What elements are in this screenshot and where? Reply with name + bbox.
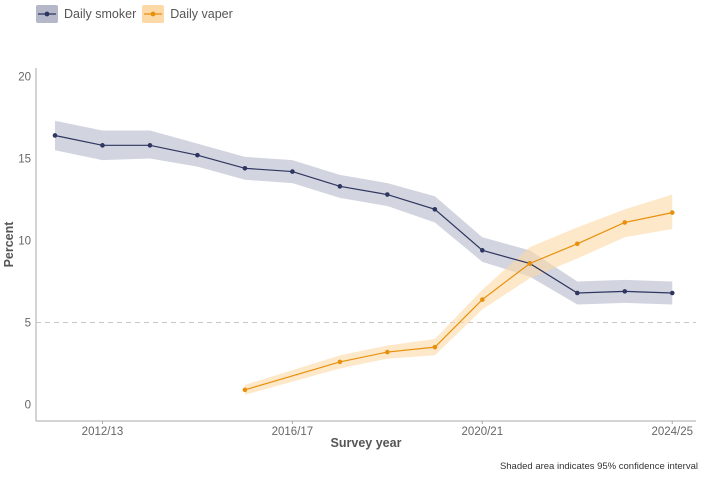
daily-vaper-point-8 [385, 349, 390, 355]
daily-smoker-point-9 [432, 207, 438, 212]
daily-vaper-point-7 [337, 359, 343, 365]
chart-caption: Shaded area indicates 95% confidence int… [499, 461, 698, 472]
daily-smoker-point-5 [242, 166, 248, 171]
x-tick-label-2012-13: 2012/13 [82, 426, 124, 438]
daily-smoker-point-6 [290, 169, 295, 174]
daily-vaper-point-13 [622, 220, 628, 225]
legend-item-daily-vaper: Daily vaper [142, 5, 233, 23]
daily-smoker-point-12 [574, 290, 580, 296]
daily-smoker-point-8 [385, 192, 390, 197]
daily-vaper-point-11 [527, 261, 533, 266]
daily-smoker-point-3 [147, 143, 153, 148]
daily-vaper-point-12 [574, 241, 580, 247]
y-axis-title: Percent [2, 221, 16, 268]
daily-smoker-point-13 [622, 289, 628, 294]
x-tick-label-2020-21: 2020/21 [462, 426, 504, 438]
daily-vaper-point-5 [242, 387, 248, 393]
y-tick-label-0: 0 [25, 400, 31, 412]
y-tick-label-5: 5 [25, 318, 31, 330]
daily-vaper-point-9 [432, 344, 438, 350]
daily-smoker-point-1 [52, 133, 58, 138]
daily-smoker-point-7 [337, 184, 343, 189]
daily-smoker-point-4 [195, 152, 200, 158]
daily-smoker-point-14 [669, 290, 675, 296]
x-tick-label-2016-17: 2016/17 [272, 426, 314, 438]
legend-label-daily-smoker: Daily smoker [64, 7, 137, 21]
legend-key-daily-vaper [142, 5, 165, 23]
daily-vaper-confidence-band [244, 194, 673, 395]
daily-smoker-point-2 [100, 143, 105, 148]
daily-smoker-line [54, 134, 673, 294]
daily-vaper-point-10 [480, 297, 485, 302]
x-axis-title: Survey year [331, 436, 402, 450]
y-tick-label-10: 10 [18, 236, 31, 248]
daily-vaper-point-14 [669, 210, 675, 215]
legend-key-daily-smoker [36, 5, 58, 23]
legend-label-daily-vaper: Daily vaper [170, 7, 233, 21]
daily-smoker-point-10 [480, 248, 485, 253]
legend: Daily smoker Daily vaper [36, 5, 239, 23]
x-tick-label-2024-25: 2024/25 [651, 426, 693, 438]
legend-item-daily-smoker: Daily smoker [36, 5, 136, 23]
y-tick-label-20: 20 [18, 71, 31, 83]
daily-smoker-confidence-band [54, 120, 673, 305]
y-tick-label-15: 15 [18, 153, 31, 165]
